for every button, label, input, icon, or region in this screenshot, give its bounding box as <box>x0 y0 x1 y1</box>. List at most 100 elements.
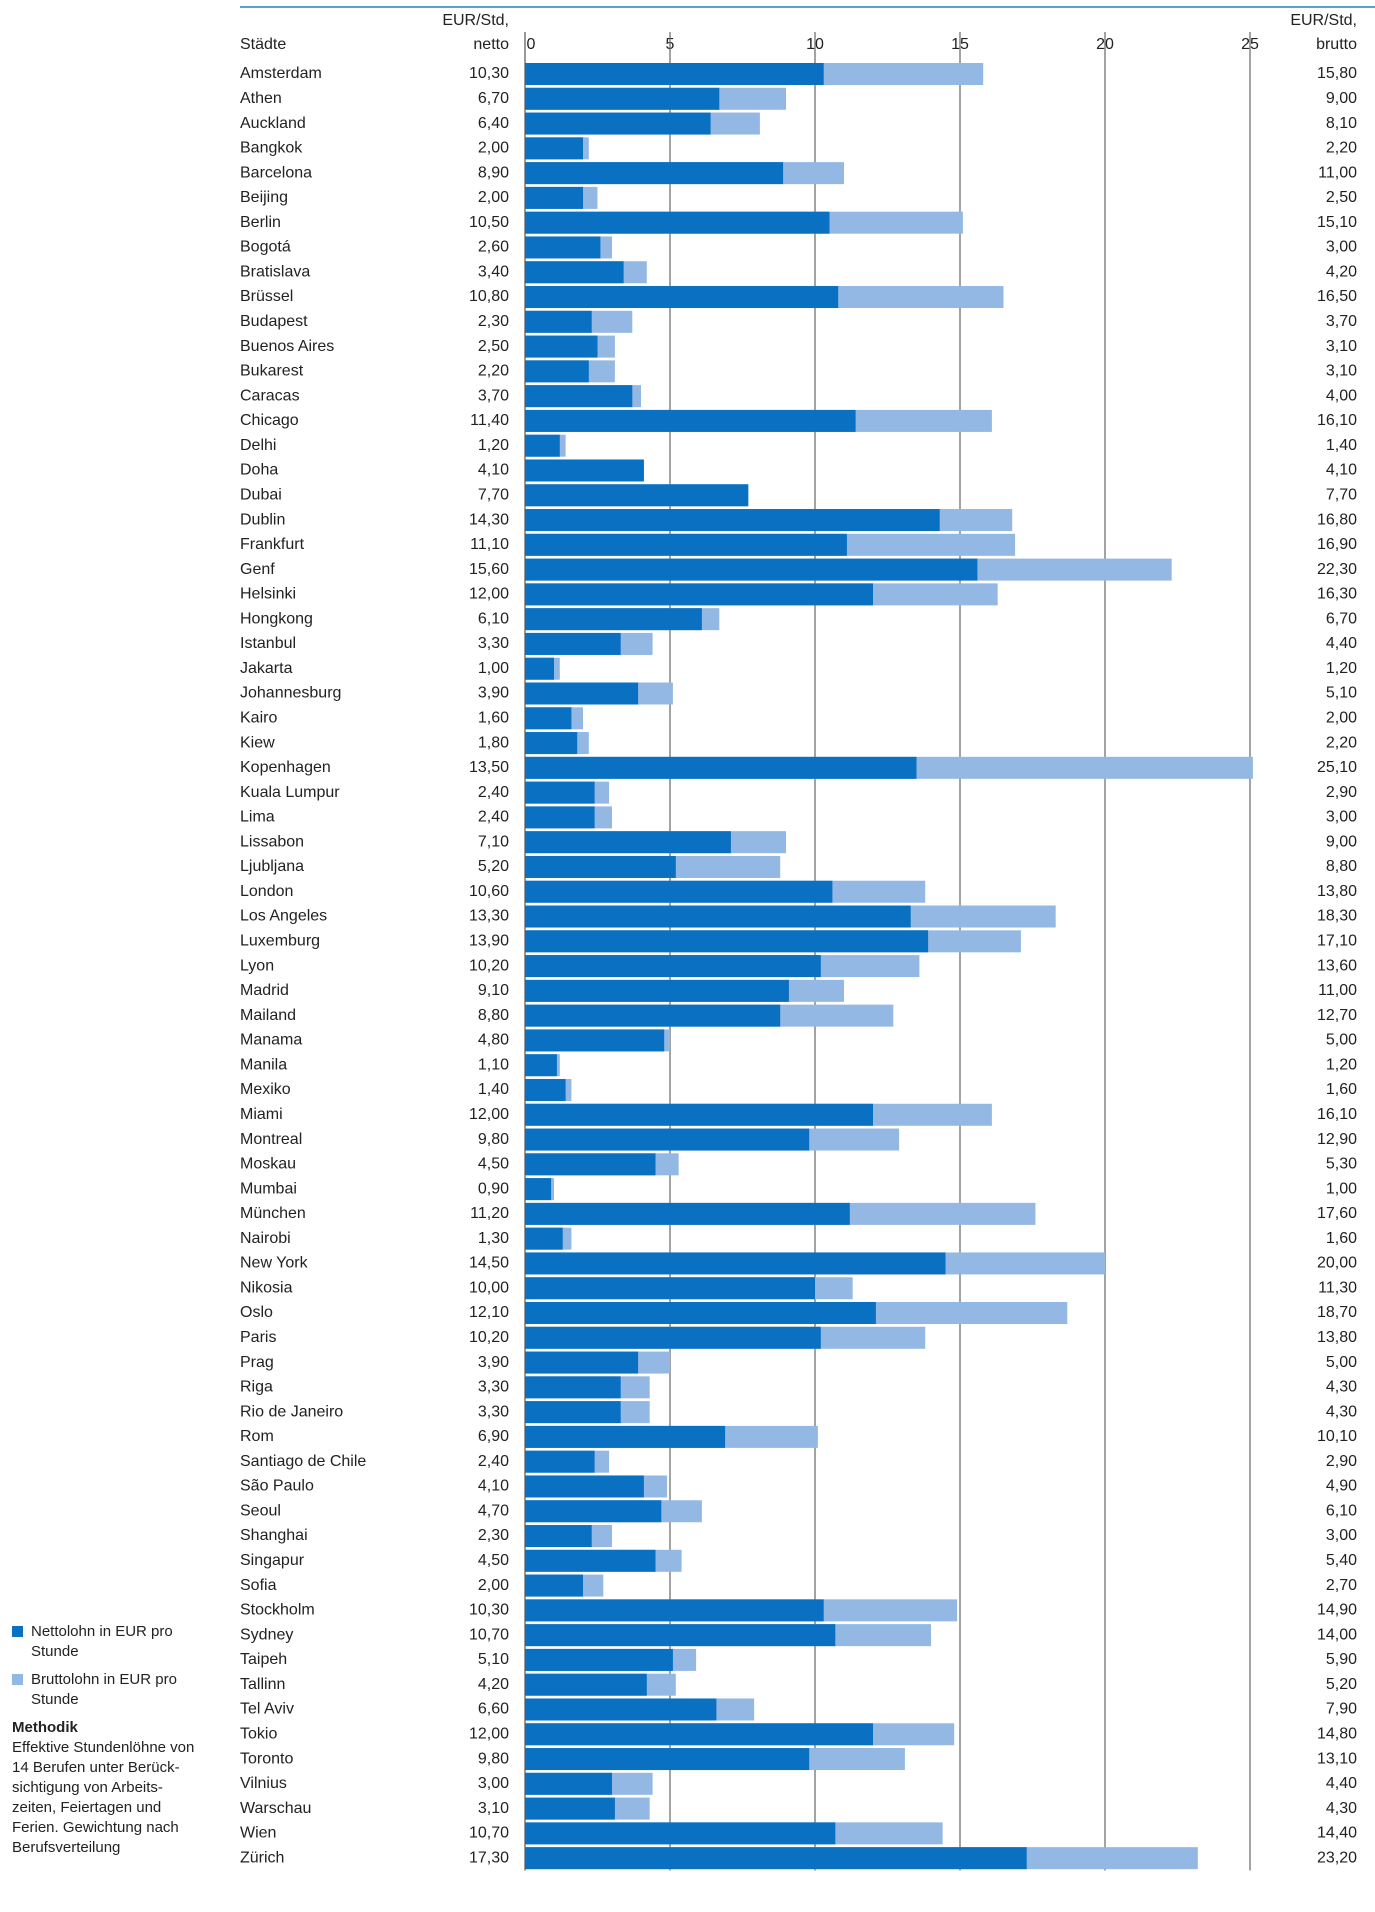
net-bar <box>525 409 856 432</box>
category-label: Lissabon <box>240 833 304 850</box>
category-label: Kopenhagen <box>240 759 331 776</box>
gross-label: 16,10 <box>1317 1106 1357 1123</box>
net-bar <box>525 1004 781 1027</box>
category-header: Städte <box>240 36 286 53</box>
category-label: Tallinn <box>240 1676 285 1693</box>
net-bar <box>525 1723 873 1746</box>
gross-label: 16,30 <box>1317 586 1357 603</box>
legend-swatch <box>12 1626 23 1637</box>
net-bar <box>525 1549 656 1572</box>
category-label: Shanghai <box>240 1527 308 1544</box>
net-label: 10,20 <box>469 957 509 974</box>
gross-label: 5,40 <box>1326 1552 1357 1569</box>
net-bar <box>525 682 639 705</box>
category-label: Lima <box>240 809 275 826</box>
gross-label: 2,20 <box>1326 734 1357 751</box>
net-bar <box>525 632 621 655</box>
category-label: Warschau <box>240 1800 311 1817</box>
category-label: New York <box>240 1255 309 1272</box>
gross-label: 4,40 <box>1326 635 1357 652</box>
net-bar <box>525 1450 595 1473</box>
category-label: Nikosia <box>240 1279 293 1296</box>
left-header: EUR/Std, <box>442 12 509 29</box>
net-label: 5,10 <box>478 1651 509 1668</box>
net-label: 2,50 <box>478 338 509 355</box>
category-label: Dublin <box>240 511 285 528</box>
net-bar <box>525 261 624 284</box>
category-label: Stockholm <box>240 1602 315 1619</box>
net-label: 3,30 <box>478 635 509 652</box>
category-label: Rom <box>240 1428 274 1445</box>
category-label: Dubai <box>240 486 282 503</box>
net-bar <box>525 732 578 755</box>
net-label: 1,60 <box>478 709 509 726</box>
net-label: 9,80 <box>478 1131 509 1148</box>
net-label: 2,40 <box>478 1453 509 1470</box>
net-label: 3,00 <box>478 1775 509 1792</box>
net-bar <box>525 1128 810 1151</box>
net-label: 12,00 <box>469 586 509 603</box>
category-label: Hongkong <box>240 610 313 627</box>
gross-label: 5,00 <box>1326 1032 1357 1049</box>
net-label: 6,40 <box>478 115 509 132</box>
net-label: 2,00 <box>478 189 509 206</box>
net-label: 7,70 <box>478 486 509 503</box>
category-label: München <box>240 1205 306 1222</box>
category-label: Mumbai <box>240 1180 297 1197</box>
category-label: London <box>240 883 293 900</box>
net-label: 0,90 <box>478 1180 509 1197</box>
net-label: 2,00 <box>478 140 509 157</box>
net-label: 2,40 <box>478 809 509 826</box>
net-label: 10,80 <box>469 288 509 305</box>
net-bar <box>525 434 560 457</box>
net-bar <box>525 1772 612 1795</box>
category-label: Kairo <box>240 709 277 726</box>
gross-label: 17,60 <box>1317 1205 1357 1222</box>
gross-label: 1,20 <box>1326 1056 1357 1073</box>
net-bar <box>525 707 572 730</box>
gross-label: 15,80 <box>1317 65 1357 82</box>
net-bar <box>525 1054 557 1077</box>
category-label: Miami <box>240 1106 283 1123</box>
gross-label: 14,00 <box>1317 1626 1357 1643</box>
gross-label: 2,50 <box>1326 189 1357 206</box>
gross-label: 10,10 <box>1317 1428 1357 1445</box>
gross-label: 5,30 <box>1326 1156 1357 1173</box>
category-label: Johannesburg <box>240 685 341 702</box>
net-label: 3,10 <box>478 1800 509 1817</box>
net-label: 4,10 <box>478 1478 509 1495</box>
category-label: Tokio <box>240 1725 277 1742</box>
net-bar <box>525 657 554 680</box>
category-label: Helsinki <box>240 586 296 603</box>
net-bar <box>525 905 911 928</box>
gross-label: 16,50 <box>1317 288 1357 305</box>
gross-label: 3,00 <box>1326 1527 1357 1544</box>
gross-label: 6,70 <box>1326 610 1357 627</box>
net-label: 12,10 <box>469 1304 509 1321</box>
net-bar <box>525 1599 824 1622</box>
net-bar <box>525 955 821 978</box>
gross-label: 13,80 <box>1317 883 1357 900</box>
gross-label: 18,30 <box>1317 908 1357 925</box>
category-label: Paris <box>240 1329 276 1346</box>
category-label: Barcelona <box>240 164 312 181</box>
net-label: 2,30 <box>478 1527 509 1544</box>
gross-label: 14,90 <box>1317 1602 1357 1619</box>
net-bar <box>525 1277 815 1300</box>
note-title: Methodik <box>12 1719 78 1736</box>
net-label: 1,20 <box>478 437 509 454</box>
gross-label: 4,00 <box>1326 387 1357 404</box>
gross-label: 4,40 <box>1326 1775 1357 1792</box>
gross-label: 3,10 <box>1326 363 1357 380</box>
net-bar <box>525 533 847 556</box>
net-label: 4,20 <box>478 1676 509 1693</box>
note-line: Effektive Stundenlöhne von <box>12 1739 195 1756</box>
category-label: Istanbul <box>240 635 296 652</box>
net-label: 10,60 <box>469 883 509 900</box>
net-bar <box>525 1178 552 1201</box>
category-label: Ljubljana <box>240 858 304 875</box>
net-label: 10,50 <box>469 214 509 231</box>
net-label: 6,70 <box>478 90 509 107</box>
gross-label: 5,10 <box>1326 685 1357 702</box>
net-bar <box>525 360 589 383</box>
